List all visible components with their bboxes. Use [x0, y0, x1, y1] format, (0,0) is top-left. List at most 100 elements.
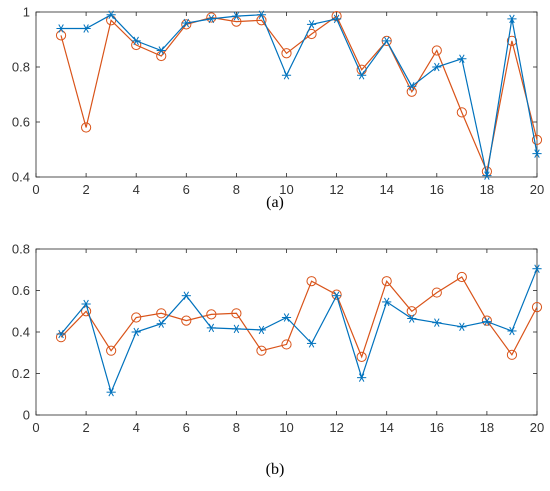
- panel-b-series-2-point: [256, 345, 267, 356]
- panel-b-series-1-point: [206, 323, 216, 333]
- asterisk-stroke: [409, 314, 415, 323]
- asterisk-stroke: [83, 24, 89, 33]
- asterisk-stroke: [158, 46, 164, 55]
- panel-a-series-1-point: [231, 11, 241, 21]
- panel-a-x-tick-label: 16: [430, 182, 444, 197]
- panel-b-series-2-point: [506, 349, 518, 360]
- panel-b-x-tick-label: 6: [183, 420, 190, 435]
- panel-a-series-2-point: [331, 11, 342, 22]
- panel-a-series-2-point: [206, 12, 217, 23]
- panel-b-series-2-point: [131, 312, 142, 323]
- panel-a-y-tick-label: 0.4: [12, 170, 30, 185]
- asterisk-stroke: [108, 387, 114, 397]
- panel-b-axes-box: [35, 248, 538, 416]
- panel-a-series-2-point: [456, 107, 467, 118]
- panel-a-series-1-line: [61, 14, 538, 176]
- panel-b-series-2-point: [106, 345, 117, 356]
- panel-a-series-1-point: [482, 171, 492, 180]
- asterisk-stroke: [534, 149, 540, 158]
- asterisk-stroke: [133, 327, 139, 337]
- asterisk-stroke: [358, 71, 365, 80]
- panel-a-y-tick-label: 1: [23, 5, 30, 20]
- asterisk-stroke: [459, 54, 465, 63]
- panel-a-series-1-point: [206, 14, 216, 24]
- panel-b-series-2-point: [306, 276, 317, 287]
- panel-b-series-2-point: [81, 306, 92, 317]
- panel-b-series-1-point: [106, 387, 116, 397]
- panel-b-series-1-point: [156, 319, 166, 328]
- panel-b-series-1-line: [60, 268, 538, 395]
- panel-a-series-2-point: [81, 122, 92, 133]
- asterisk-stroke: [534, 264, 540, 273]
- asterisk-stroke: [83, 299, 89, 309]
- panel-a-series-1-point: [281, 71, 292, 80]
- panel-a-x-tick-label: 20: [530, 182, 544, 197]
- panel-a-series-2-line: [60, 15, 538, 174]
- panel-b-plot: 0 2 4 6 8 10 12 14 16 18 20 0 0.2 0.4 0.6 0.8: [12, 242, 544, 436]
- panel-a-x-tick-label: 0: [32, 182, 39, 197]
- panel-b-y-tick-label: 0.4: [12, 325, 30, 340]
- panel-b-series-1-point: [507, 326, 517, 336]
- panel-b-x-tick-label: 12: [329, 420, 343, 435]
- panel-b-series-1-point: [382, 297, 392, 307]
- panel-b-series-2-point: [156, 308, 167, 319]
- panel-b-series-2-point: [431, 287, 442, 298]
- asterisk-stroke: [383, 297, 390, 307]
- panel-a-x-tick-label: 6: [183, 182, 190, 197]
- panel-a-series-1-point: [306, 20, 317, 29]
- panel-b-series-2-point: [55, 332, 67, 343]
- panel-a-x-tick-label: 10: [279, 182, 293, 197]
- panel-b-x-tick-label: 18: [480, 420, 494, 435]
- panel-b-series-2-point: [181, 315, 192, 326]
- panel-b-y-tick-label: 0.8: [12, 242, 30, 257]
- panel-b-series-2-point: [481, 315, 492, 326]
- panel-a-x-tick-label: 4: [133, 182, 140, 197]
- asterisk-stroke: [333, 291, 340, 300]
- panel-a-plot: 0 2 4 6 8 10 12 14 16 18 20 0.4 0.6 0.8 1: [12, 5, 544, 198]
- asterisk-stroke: [484, 171, 490, 180]
- panel-a-y-tick-label: 0.6: [12, 115, 30, 130]
- panel-b-series-2-point: [231, 308, 242, 319]
- asterisk-stroke: [233, 11, 240, 21]
- panel-b-series-1-point: [532, 264, 542, 273]
- asterisk-stroke: [459, 322, 465, 332]
- panel-a-x-tick-label: 2: [82, 182, 89, 197]
- asterisk-stroke: [509, 326, 515, 336]
- panel-a-series-1-point: [156, 46, 166, 55]
- panel-b-series-1-point: [332, 291, 342, 300]
- asterisk-stroke: [333, 14, 340, 24]
- panel-a-axes-box: [35, 11, 538, 178]
- asterisk-stroke: [283, 313, 290, 322]
- panel-b-x-tick-label: 20: [530, 420, 544, 435]
- panel-b-series-2-point: [406, 306, 417, 317]
- panel-b-series-2-point: [531, 302, 543, 313]
- panel-a-series-1-point: [432, 62, 442, 72]
- panel-b-x-tick-label: 14: [379, 420, 393, 435]
- panel-a-series-1-point: [181, 18, 191, 28]
- panel-b-x-tick-label: 8: [233, 420, 240, 435]
- panel-b-series-1-point: [181, 291, 191, 300]
- panel-b-y-tick-label: 0.2: [12, 366, 30, 381]
- panel-b-series-1-point: [131, 327, 141, 337]
- panel-a-series-1-point: [532, 149, 542, 158]
- asterisk-stroke: [208, 323, 215, 333]
- panel-b-series-1-point: [407, 314, 417, 323]
- panel-b-series-1-point: [457, 322, 467, 332]
- panel-a-series-1-point: [332, 14, 342, 24]
- asterisk-stroke: [58, 329, 64, 339]
- asterisk-stroke: [484, 317, 490, 326]
- panel-b-x-tick-label: 10: [279, 420, 293, 435]
- asterisk-stroke: [183, 18, 190, 28]
- asterisk-stroke: [258, 325, 265, 335]
- panel-a-series-2-point: [431, 45, 442, 56]
- panel-a-series-1-point: [256, 10, 267, 19]
- panel-b-y-tick-label: 0.6: [12, 283, 30, 298]
- panel-b-series-1-point: [231, 324, 241, 334]
- panel-b-series-2-point: [331, 289, 342, 300]
- panel-a-x-tick-label: 12: [329, 182, 343, 197]
- panel-a-x-tick-label: 8: [233, 182, 240, 197]
- asterisk-stroke: [358, 373, 365, 382]
- panel-a-x-tick-label: 14: [379, 182, 393, 197]
- panel-b-series-1-point: [306, 339, 317, 348]
